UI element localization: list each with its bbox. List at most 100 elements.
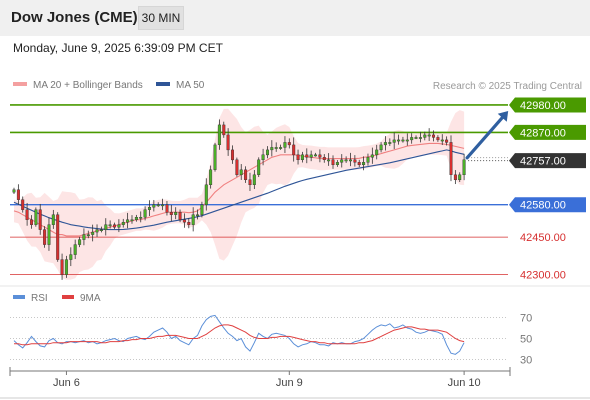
candle-body [392,139,396,143]
rsi-line [13,314,465,355]
candle-body [370,154,374,158]
level-badge [509,97,586,113]
rsi-swatch-icon [13,295,25,300]
level-badge-label: 42870.00 [520,127,566,139]
candle [226,128,230,156]
candle-body [331,159,335,166]
candle-body [222,124,226,136]
candle-body [423,134,427,138]
candle [56,212,60,262]
candle-body [134,216,138,220]
candle [292,137,296,162]
rsi-tick-label: 30 [520,355,532,367]
candle [12,187,16,195]
candle [152,199,156,212]
forecast-arrow-head [497,110,509,122]
candle [43,226,47,248]
candle-body [99,229,103,232]
candle [30,215,34,229]
candle-body [239,169,243,176]
candle [397,134,401,145]
candle-body [270,147,274,151]
candle [121,218,125,228]
candle-body [235,159,239,176]
timeframe-button[interactable]: 30 MIN [138,6,184,30]
ma20-line [13,142,465,237]
candle [78,236,82,248]
candle [366,153,370,166]
candle-body [440,139,444,142]
candle-body [217,124,221,146]
candle [283,136,287,153]
candle [370,147,374,164]
candle [21,196,25,213]
candle [410,133,414,144]
legend-rsi-ma-label: 9MA [80,293,101,304]
candle-body [305,154,309,158]
candle-body [165,204,169,213]
candle [82,228,86,246]
legend-ma20-label: MA 20 + Bollinger Bands [33,80,143,91]
candle-body [187,221,191,225]
candle [279,144,283,150]
candle-body [200,204,204,215]
candle-body [213,144,217,170]
legend-rsi: RSI [13,293,48,304]
candle [462,153,466,181]
level-badge-label: 42980.00 [520,100,566,112]
candle [178,209,182,223]
candle-body [436,137,440,141]
candle [270,140,274,157]
candle-body [458,174,462,181]
candle [296,149,300,165]
candle [187,218,191,229]
candle-body [147,206,151,210]
candle [64,255,68,278]
candle-body [353,159,357,163]
candle [266,146,270,159]
candle-body [121,221,125,225]
level-label: 42450.00 [520,232,566,244]
candle-body [130,219,134,222]
candle [287,138,291,149]
candle [331,155,335,169]
candle [25,202,29,226]
candle [427,128,431,141]
candle [327,153,331,166]
candle-body [43,229,47,245]
candle [322,154,326,163]
candle [195,209,199,220]
ma20-swatch-icon [13,82,27,87]
candle-body [388,142,392,144]
candle [104,218,108,236]
level-badge [509,153,586,169]
candle [318,149,322,163]
candle [274,142,278,152]
candle-body [161,204,165,207]
candle-body [257,159,261,176]
instrument-title: Dow Jones (CME) [11,9,138,26]
candle-body [30,219,34,225]
candle-body [156,204,160,207]
candle-body [410,137,414,141]
candle-body [56,214,60,260]
candle [349,152,353,167]
legend-rsi-ma: 9MA [62,293,101,304]
candle-body [397,139,401,142]
candle [353,155,357,167]
candle [252,170,256,190]
candle-body [64,259,68,275]
candle [340,154,344,168]
candle-body [449,142,453,175]
candle [38,203,42,235]
candle-body [91,231,95,235]
bollinger-band [14,108,465,280]
candle-body [204,184,208,205]
candle [95,224,99,237]
candle [414,135,418,140]
candle [357,159,361,168]
candle-body [230,149,234,161]
candle [200,201,204,218]
candle-body [38,209,42,230]
